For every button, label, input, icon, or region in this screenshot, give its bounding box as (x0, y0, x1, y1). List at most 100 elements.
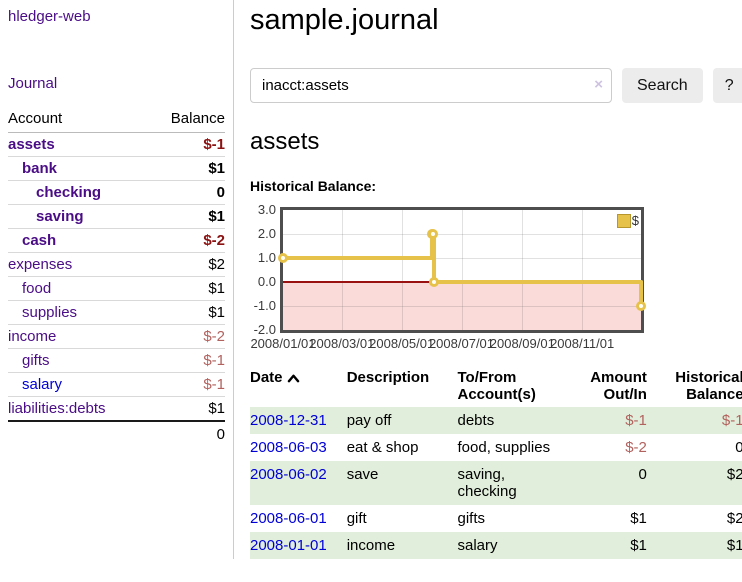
accounts-header-account: Account (8, 106, 148, 133)
transaction-accounts: debts (457, 407, 563, 434)
account-link[interactable]: liabilities:debts (8, 400, 106, 417)
account-link[interactable]: bank (22, 160, 58, 177)
transaction-balance: $1 (648, 532, 742, 559)
account-link[interactable]: food (22, 280, 52, 297)
register-header-description: Description (346, 369, 430, 386)
transaction-amount: $-1 (562, 407, 649, 434)
transaction-balance: $-1 (648, 407, 742, 434)
accounts-table: Account Balance assets $-1 bank $1 (8, 106, 225, 447)
sort-ascending-icon (287, 370, 300, 387)
transaction-date-link[interactable]: 2008-01-01 (250, 537, 327, 554)
main-content: sample.journal × Search ? assets Histori… (234, 0, 742, 559)
account-link[interactable]: salary (22, 376, 63, 393)
transaction-amount: 0 (562, 461, 649, 505)
register-header-balance: Historical Balance (675, 369, 742, 403)
y-tick-label: 3.0 (257, 202, 276, 217)
account-balance: $1 (208, 304, 225, 321)
account-balance: $1 (208, 400, 225, 417)
accounts-table-header: Account Balance (8, 106, 225, 133)
transaction-description: income (346, 532, 458, 559)
chart-title: Historical Balance: (250, 178, 377, 194)
historical-balance-chart: $ 2008/01/01 2008/03/01 2008/05/01 2008/07/… (250, 202, 742, 351)
account-row: bank $1 (8, 156, 225, 181)
register-header-date[interactable]: Date (250, 366, 347, 407)
y-tick-label: 2.0 (257, 226, 276, 241)
legend-label: $ (631, 213, 639, 228)
transaction-row[interactable]: 2008-01-01 income salary $1 $1 (250, 532, 742, 559)
account-link[interactable]: saving (36, 208, 84, 225)
transaction-date-link[interactable]: 2008-12-31 (250, 412, 327, 429)
account-link[interactable]: supplies (22, 304, 78, 321)
transaction-description: gift (346, 510, 367, 527)
account-balance: 0 (216, 184, 225, 201)
search-input[interactable] (250, 68, 612, 103)
brand-link[interactable]: hledger-web (8, 8, 91, 25)
account-heading: assets (250, 128, 320, 155)
account-row: expenses $2 (8, 252, 225, 277)
account-link[interactable]: expenses (8, 256, 73, 273)
transaction-accounts: saving, checking (457, 461, 563, 505)
account-balance: $-1 (203, 352, 225, 369)
transaction-balance: $2 (726, 510, 742, 527)
x-tick-label: 2008/05/01 (369, 336, 435, 351)
x-tick-label: 2008/03/01 (309, 336, 375, 351)
account-link[interactable]: income (8, 328, 57, 345)
account-link[interactable]: gifts (22, 352, 50, 369)
data-point-marker (636, 301, 646, 311)
transaction-date-link[interactable]: 2008-06-02 (250, 466, 327, 483)
y-tick-label: 0.0 (257, 274, 276, 289)
sidebar: hledger-web Journal Account Balance asse… (0, 0, 234, 559)
legend-swatch-icon (616, 213, 631, 228)
transaction-balance: $2 (648, 461, 742, 505)
account-row: saving $1 (8, 204, 225, 229)
account-row: gifts $-1 (8, 348, 225, 373)
x-tick-label: 2008/11/01 (550, 336, 615, 351)
account-link[interactable]: cash (22, 232, 57, 249)
account-row: liabilities:debts $1 (8, 396, 225, 422)
y-tick-label: -1.0 (253, 298, 276, 313)
account-row: assets $-1 (8, 132, 225, 157)
account-link[interactable]: checking (36, 184, 102, 201)
transaction-row[interactable]: 2008-06-03 eat & shop food, supplies $-2… (250, 434, 742, 461)
x-tick-label: 2008/07/01 (428, 336, 495, 351)
account-balance: $-2 (203, 232, 225, 249)
account-row: income $-2 (8, 324, 225, 349)
clear-search-icon[interactable]: × (594, 76, 603, 93)
register-table: Date Description To/From Account(s) Amou… (250, 366, 742, 559)
x-tick-label: 2008/01/01 (250, 336, 316, 351)
account-row: salary $-1 (8, 372, 225, 397)
register-header-accounts: To/From Account(s) (457, 369, 536, 403)
data-point-marker (428, 229, 439, 239)
data-point-marker (429, 277, 440, 287)
transaction-row[interactable]: 2008-06-01 gift gifts $1 $2 (250, 505, 742, 532)
transaction-amount: $-2 (625, 439, 647, 456)
app: hledger-web Journal Account Balance asse… (0, 0, 742, 559)
transaction-date-link[interactable]: 2008-06-01 (250, 510, 327, 527)
account-link[interactable]: assets (8, 136, 55, 153)
x-tick-label: 2008/09/01 (489, 336, 555, 351)
account-balance: $-1 (203, 136, 225, 153)
transaction-row[interactable]: 2008-06-02 save saving, checking 0 $2 (250, 461, 742, 505)
transaction-description: pay off (346, 407, 458, 434)
transaction-accounts: salary (457, 532, 563, 559)
sidebar-item-journal[interactable]: Journal (8, 75, 58, 92)
search-button[interactable]: Search (622, 68, 703, 103)
transaction-row[interactable]: 2008-12-31 pay off debts $-1 $-1 (250, 407, 742, 434)
transaction-accounts: gifts (457, 510, 486, 527)
account-balance: $2 (208, 256, 225, 273)
account-row: supplies $1 (8, 300, 225, 325)
accounts-header-balance: Balance (147, 106, 225, 133)
account-balance: $1 (208, 208, 225, 225)
account-row: cash $-2 (8, 228, 225, 253)
search-bar: × Search ? (250, 68, 742, 103)
y-tick-label: -2.0 (253, 322, 276, 337)
data-point-marker (278, 253, 288, 263)
help-button[interactable]: ? (712, 68, 742, 103)
y-tick-label: 1.0 (257, 250, 276, 265)
account-balance: $-2 (203, 328, 225, 345)
transaction-balance: 0 (735, 439, 742, 456)
transaction-accounts: food, supplies (457, 439, 551, 456)
transaction-date-link[interactable]: 2008-06-03 (250, 439, 327, 456)
account-balance: $-1 (203, 376, 225, 393)
chart-plot[interactable]: $ (278, 207, 646, 333)
